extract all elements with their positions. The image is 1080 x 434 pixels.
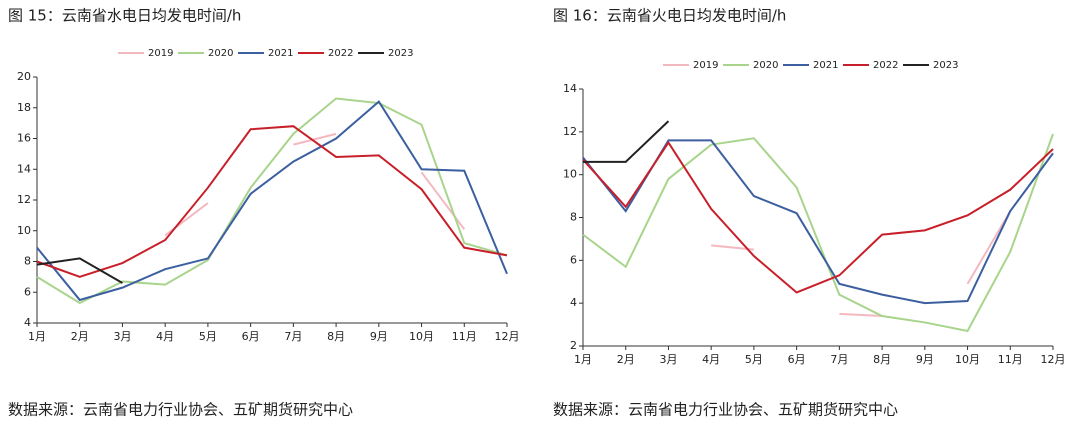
y-tick-label: 14 [17, 162, 31, 175]
y-tick-label: 18 [17, 101, 31, 114]
y-tick-label: 14 [563, 82, 577, 95]
y-tick-label: 12 [563, 125, 577, 138]
legend-label: 2019 [693, 60, 718, 71]
series-line [582, 133, 1054, 333]
legend-label: 2021 [268, 48, 293, 59]
legend-label: 2023 [933, 60, 958, 71]
series-line [582, 140, 1054, 294]
chart-title: 图 16：云南省火电日均发电时间/h [553, 7, 786, 25]
x-tick-label: 8月 [873, 353, 891, 366]
x-tick-label: 2月 [617, 353, 635, 366]
y-tick-label: 6 [24, 285, 31, 298]
x-tick-label: 5月 [745, 353, 763, 366]
x-tick-label: 7月 [830, 353, 848, 366]
x-tick-label: 4月 [702, 353, 720, 366]
source: 数据来源：云南省电力行业协会、五矿期货研究中心 [553, 401, 898, 419]
y-tick-label: 8 [570, 211, 577, 224]
x-tick-label: 2月 [71, 330, 89, 343]
x-tick-label: 11月 [998, 353, 1023, 366]
y-tick-label: 20 [17, 70, 31, 83]
x-tick-label: 6月 [788, 353, 806, 366]
x-tick-label: 10月 [409, 330, 434, 343]
x-tick-label: 1月 [574, 353, 592, 366]
x-tick-label: 12月 [1041, 353, 1066, 366]
legend-label: 2021 [813, 60, 838, 71]
y-tick-label: 12 [17, 193, 31, 206]
x-tick-label: 8月 [327, 330, 345, 343]
x-tick-label: 11月 [452, 330, 477, 343]
x-tick-label: 10月 [955, 353, 980, 366]
x-tick-label: 9月 [916, 353, 934, 366]
series-line [36, 125, 508, 278]
y-tick-label: 6 [570, 253, 577, 266]
x-tick-label: 12月 [495, 330, 520, 343]
series-line [36, 257, 123, 284]
x-tick-label: 4月 [156, 330, 174, 343]
legend-label: 2022 [328, 48, 353, 59]
series-line [583, 120, 670, 163]
legend-label: 2022 [873, 60, 898, 71]
x-tick-label: 3月 [659, 353, 677, 366]
y-tick-label: 4 [24, 316, 31, 329]
legend-label: 2019 [148, 48, 173, 59]
x-tick-label: 6月 [242, 330, 260, 343]
y-tick-label: 10 [17, 224, 31, 237]
x-tick-label: 9月 [370, 330, 388, 343]
y-tick-label: 8 [24, 255, 31, 268]
x-tick-label: 1月 [28, 330, 46, 343]
y-tick-label: 10 [563, 168, 577, 181]
y-tick-label: 4 [570, 296, 577, 309]
x-tick-label: 3月 [113, 330, 131, 343]
legend-label: 2023 [388, 48, 413, 59]
series-line [36, 97, 508, 305]
legend-label: 2020 [208, 48, 233, 59]
legend-label: 2020 [753, 60, 778, 71]
x-tick-label: 5月 [199, 330, 217, 343]
source: 数据来源：云南省电力行业协会、五矿期货研究中心 [8, 401, 353, 419]
y-tick-label: 2 [570, 339, 577, 352]
chart-title: 图 15：云南省水电日均发电时间/h [8, 7, 241, 25]
x-tick-label: 7月 [284, 330, 302, 343]
y-tick-label: 16 [17, 132, 31, 145]
series-line [36, 100, 508, 302]
